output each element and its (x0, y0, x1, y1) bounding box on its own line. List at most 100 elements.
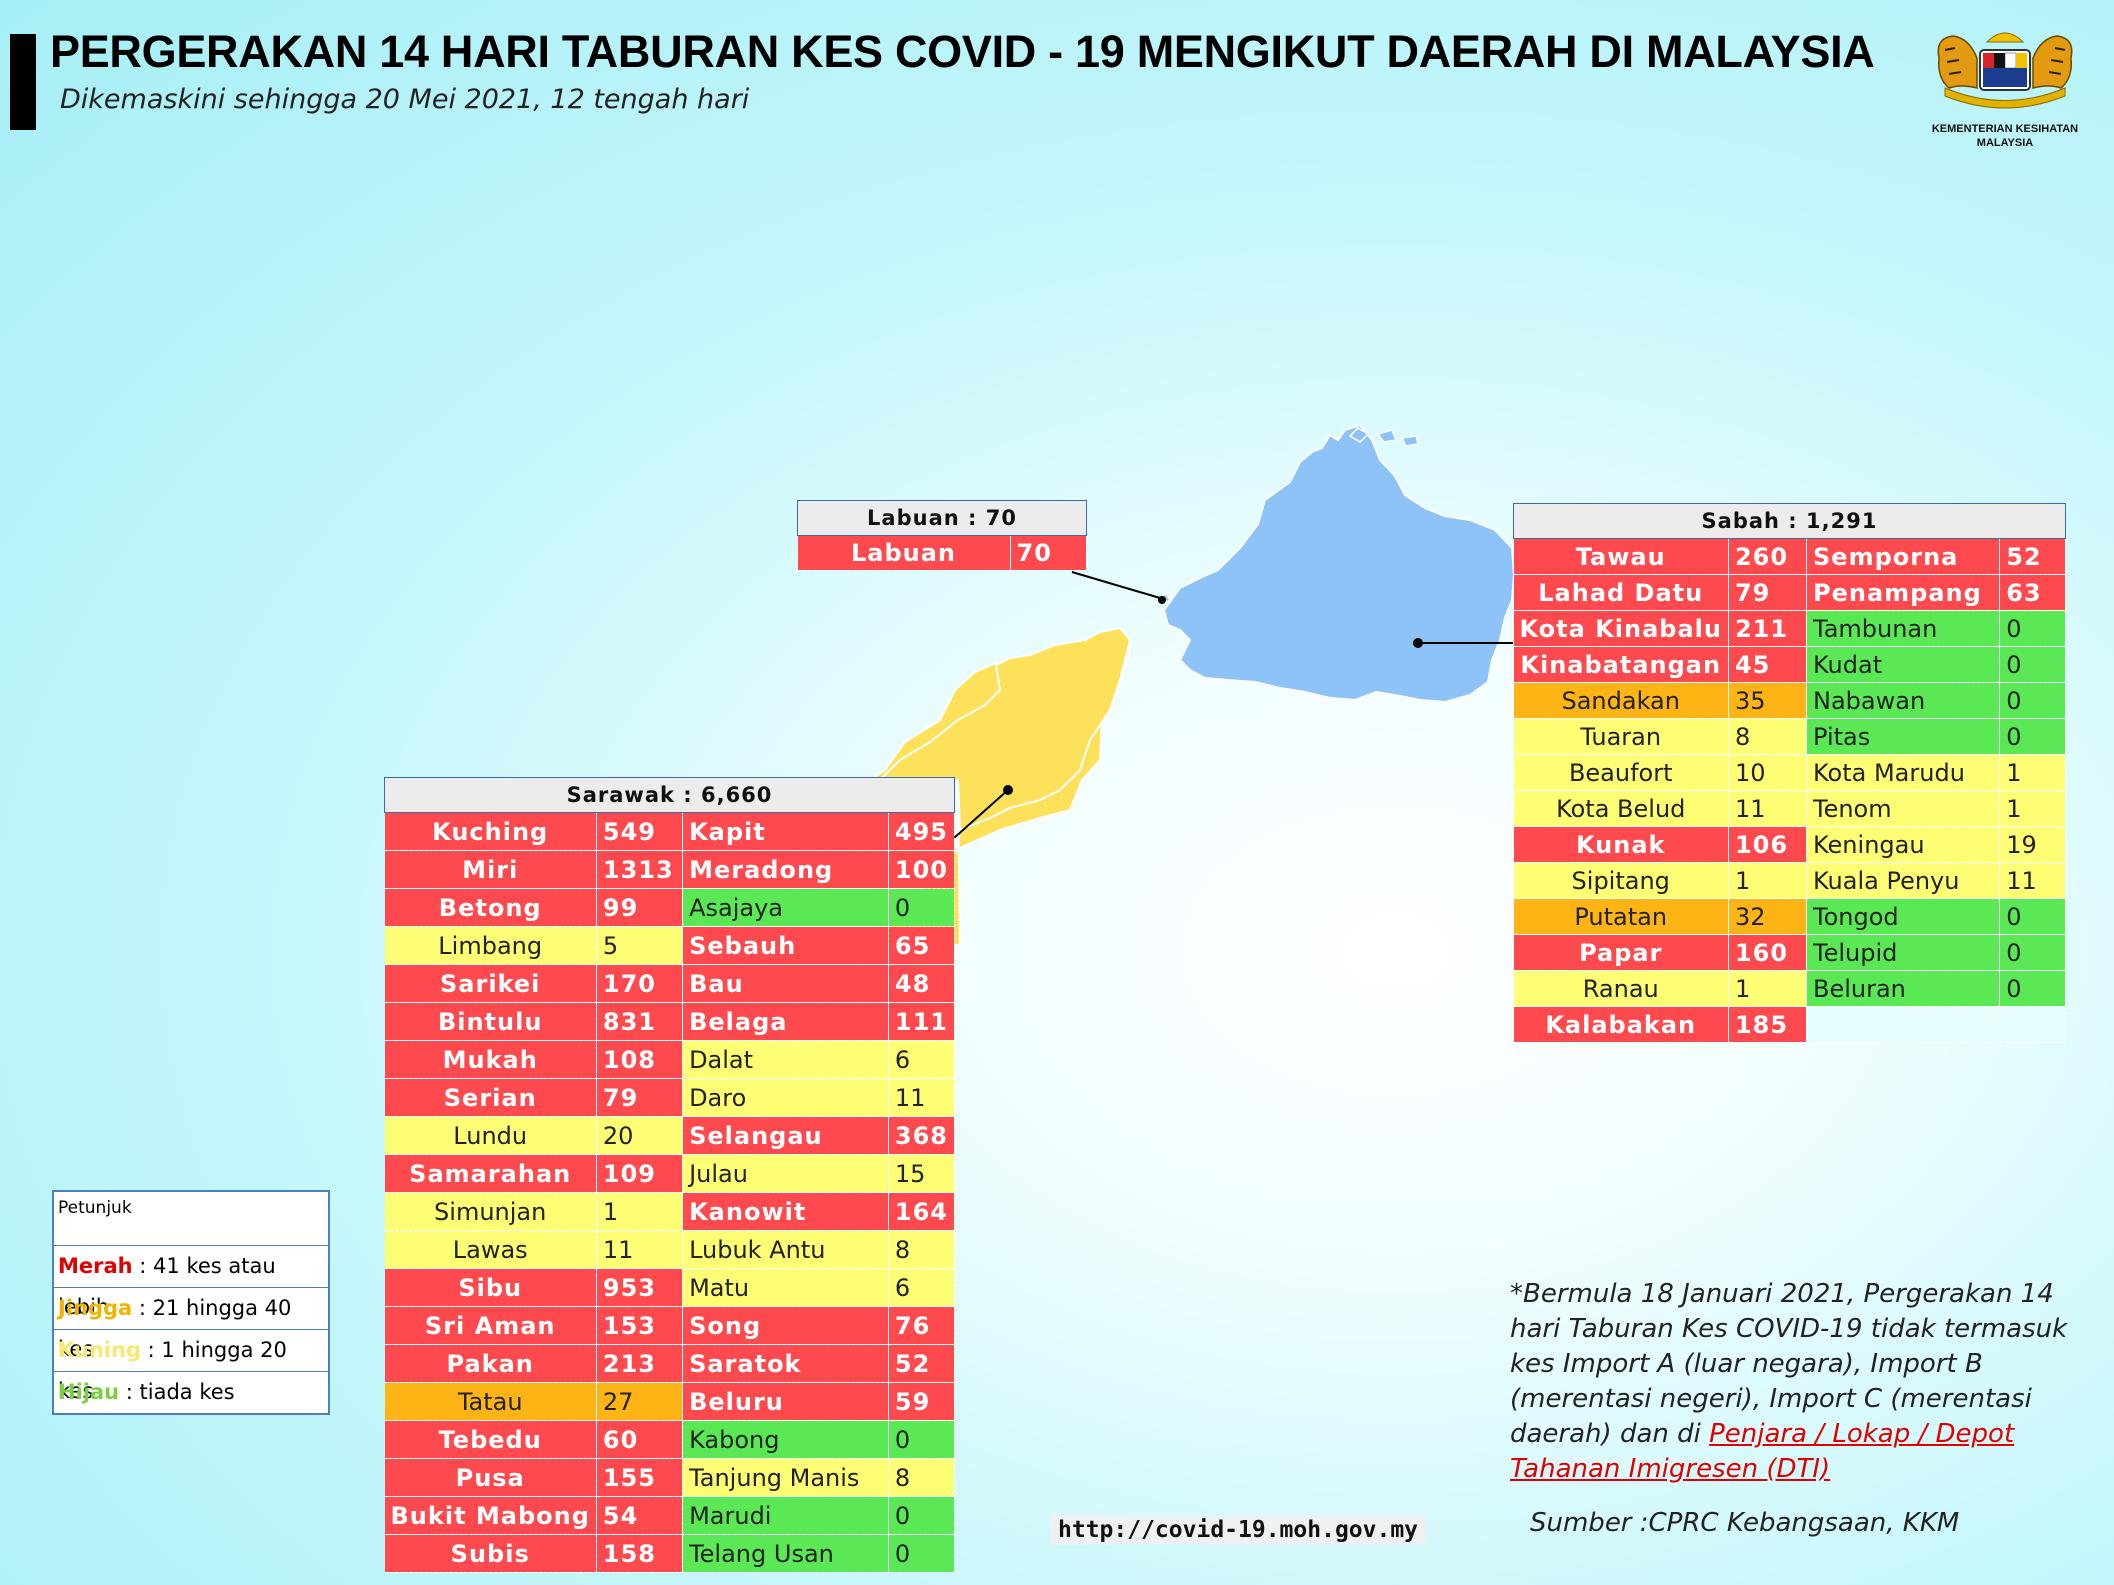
district-cases: 27 (596, 1382, 684, 1421)
district-cases: 52 (888, 1344, 956, 1383)
district-cases: 260 (1728, 538, 1808, 575)
district-cases: 111 (888, 1002, 956, 1041)
district-cases: 160 (1728, 934, 1808, 971)
district-name: Pitas (1806, 718, 2001, 755)
district-cases: 153 (596, 1306, 684, 1345)
district-cases: 11 (1999, 862, 2066, 899)
district-cases: 76 (888, 1306, 956, 1345)
district-name: Kuala Penyu (1806, 862, 2001, 899)
table-row: Sibu 953 Matu 6 (384, 1268, 956, 1307)
district-cases: 211 (1728, 610, 1808, 647)
district-cases: 6 (888, 1040, 956, 1079)
table-row: Serian 79 Daro 11 (384, 1078, 956, 1117)
source-url[interactable]: http://covid-19.moh.gov.my (1050, 1515, 1427, 1545)
district-name: Bintulu (384, 1002, 597, 1041)
legend-key: Merah (58, 1254, 133, 1278)
table-row: Papar 160 Telupid 0 (1513, 934, 2066, 971)
district-cases: 109 (596, 1154, 684, 1193)
district-cases: 1 (1728, 970, 1808, 1007)
district-name: Sibu (384, 1268, 597, 1307)
district-cases: 65 (888, 926, 956, 965)
labuan-header: Labuan : 70 (797, 500, 1087, 536)
district-cases: 35 (1728, 682, 1808, 719)
district-name: Papar (1513, 934, 1729, 971)
district-name: Bau (682, 964, 889, 1003)
table-row: Mukah 108 Dalat 6 (384, 1040, 956, 1079)
table-row: Beaufort 10 Kota Marudu 1 (1513, 754, 2066, 791)
district-name: Pusa (384, 1458, 597, 1497)
legend-desc: : 41 kes atau lebih (58, 1254, 276, 1319)
district-name: Sipitang (1513, 862, 1729, 899)
district-name: Tenom (1806, 790, 2001, 827)
district-name: Marudi (682, 1496, 889, 1535)
district-cases: 0 (1999, 718, 2066, 755)
table-row: Putatan 32 Tongod 0 (1513, 898, 2066, 935)
table-row: Pakan 213 Saratok 52 (384, 1344, 956, 1383)
district-name: Pakan (384, 1344, 597, 1383)
district-cases: 158 (596, 1534, 684, 1573)
district-name: Tawau (1513, 538, 1729, 575)
district-name: Miri (384, 850, 597, 889)
source-credit: Sumber :CPRC Kebangsaan, KKM (1530, 1508, 1960, 1538)
sabah-header: Sabah : 1,291 (1513, 503, 2066, 539)
title-accent-bar (10, 34, 36, 130)
district-cases: 164 (888, 1192, 956, 1231)
table-row: Tawau 260 Semporna 52 (1513, 538, 2066, 575)
legend-key: Kuning (58, 1338, 141, 1362)
district-name: Betong (384, 888, 597, 927)
district-cases: 79 (1728, 574, 1808, 611)
district-name: Samarahan (384, 1154, 597, 1193)
table-row: Sipitang 1 Kuala Penyu 11 (1513, 862, 2066, 899)
district-cases: 11 (1728, 790, 1808, 827)
table-row: Kalabakan 185 (1513, 1006, 2066, 1043)
district-name (1806, 1006, 2001, 1043)
district-cases: 213 (596, 1344, 684, 1383)
table-row: Tatau 27 Beluru 59 (384, 1382, 956, 1421)
district-name: Kudat (1806, 646, 2001, 683)
legend-title: Petunjuk (54, 1192, 328, 1246)
district-cases: 79 (596, 1078, 684, 1117)
district-cases: 15 (888, 1154, 956, 1193)
district-cases: 100 (888, 850, 956, 889)
table-row: Kota Belud 11 Tenom 1 (1513, 790, 2066, 827)
logo-text-line2: MALAYSIA (1976, 137, 2034, 149)
district-name: Kalabakan (1513, 1006, 1729, 1043)
district-cases: 48 (888, 964, 956, 1003)
footnote: *Bermula 18 Januari 2021, Pergerakan 14 … (1510, 1277, 2100, 1487)
district-name: Lundu (384, 1116, 597, 1155)
district-name: Lahad Datu (1513, 574, 1729, 611)
district-name: Kapit (682, 812, 889, 851)
table-row: Kunak 106 Keningau 19 (1513, 826, 2066, 863)
district-name: Sri Aman (384, 1306, 597, 1345)
table-row: Bintulu 831 Belaga 111 (384, 1002, 956, 1041)
sarawak-table: Sarawak : 6,660 Kuching 549 Kapit 495 Miri 13… (384, 777, 956, 1573)
district-name: Matu (682, 1268, 889, 1307)
district-name: Sebauh (682, 926, 889, 965)
crest-icon (1937, 32, 2073, 109)
legend-desc: : 21 hingga 40 kes (58, 1296, 292, 1361)
district-cases: 45 (1728, 646, 1808, 683)
district-cases: 0 (1999, 646, 2066, 683)
district-cases: 1313 (596, 850, 684, 889)
district-cases: 52 (1999, 538, 2066, 575)
table-row: Sandakan 35 Nabawan 0 (1513, 682, 2066, 719)
legend-item-jingga: Jingga : 21 hingga 40 kes (54, 1288, 328, 1361)
district-name: Sarikei (384, 964, 597, 1003)
legend-key: Hijau (58, 1380, 120, 1404)
district-cases: 0 (1999, 934, 2066, 971)
district-cases: 0 (888, 1496, 956, 1535)
district-name: Semporna (1806, 538, 2001, 575)
district-name: Saratok (682, 1344, 889, 1383)
district-name: Tatau (384, 1382, 597, 1421)
footnote-dti-link[interactable]: Penjara / Lokap / Depot Tahanan Imigrese… (1510, 1419, 2015, 1484)
district-name: Daro (682, 1078, 889, 1117)
district-cases: 19 (1999, 826, 2066, 863)
table-row: Tuaran 8 Pitas 0 (1513, 718, 2066, 755)
labuan-table: Labuan : 70 Labuan 70 (797, 500, 1087, 571)
district-cases: 54 (596, 1496, 684, 1535)
district-cases: 0 (888, 1420, 956, 1459)
district-cases: 8 (888, 1230, 956, 1269)
table-row: Tebedu 60 Kabong 0 (384, 1420, 956, 1459)
table-row: Limbang 5 Sebauh 65 (384, 926, 956, 965)
legend-item-hijau: Hijau : tiada kes (54, 1372, 328, 1413)
